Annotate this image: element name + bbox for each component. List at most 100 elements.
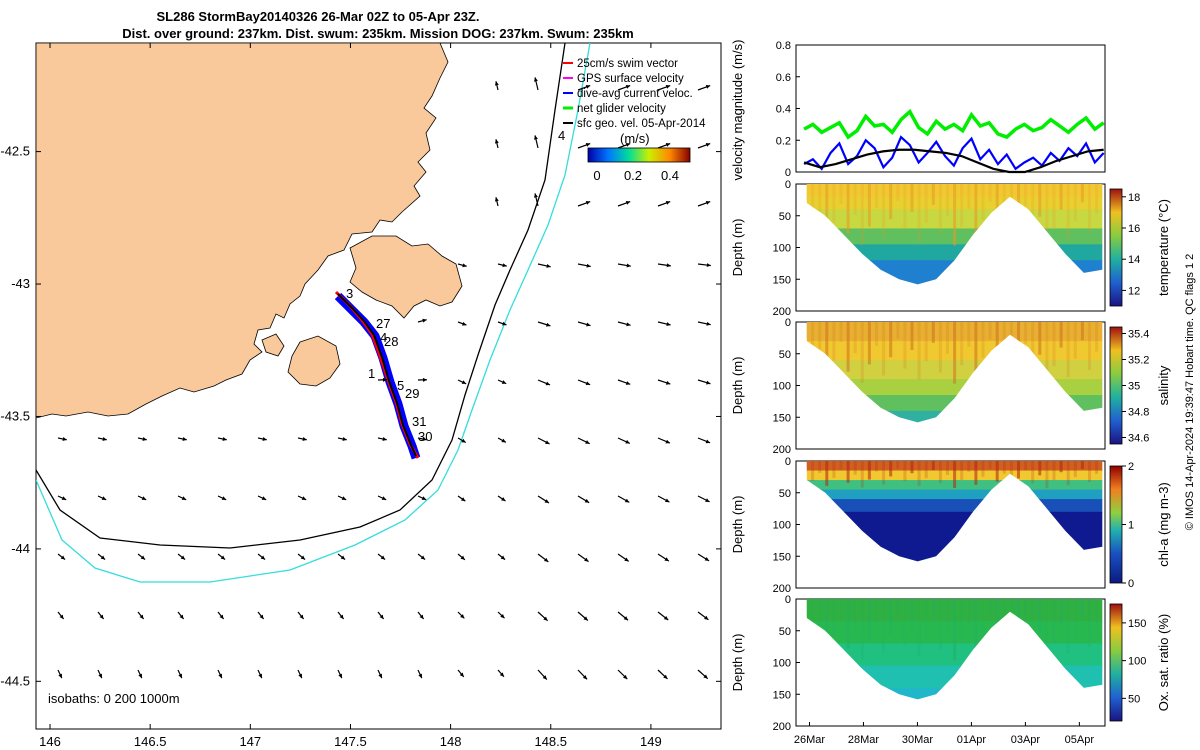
sfc-velocity-arrowhead — [705, 201, 711, 205]
sfc-velocity-arrowhead — [665, 143, 671, 147]
sfc-velocity-arrowhead — [534, 193, 538, 198]
sfc-velocity-arrowhead — [625, 381, 631, 385]
sfc-velocity-arrowhead — [585, 381, 591, 386]
section-streak — [974, 184, 978, 239]
section-streak — [924, 184, 928, 224]
section-streak — [1017, 461, 1020, 479]
island-land — [261, 333, 285, 357]
section-streak — [1002, 322, 1006, 351]
section-streak — [1024, 599, 1028, 621]
section-streak — [825, 599, 829, 656]
section-band — [806, 209, 1103, 230]
section-streak — [896, 599, 900, 616]
sfc-velocity-arrowhead — [502, 321, 507, 326]
sfc-velocity-arrowhead — [584, 498, 590, 503]
section-streak — [860, 461, 864, 488]
colorbar-tick-label: 34.6 — [1128, 433, 1149, 445]
section-streak — [1038, 322, 1042, 355]
section-streak — [974, 461, 978, 485]
sfc-velocity-arrowhead — [625, 201, 631, 205]
sfc-velocity-arrowhead — [422, 377, 427, 382]
isobath-1000m — [36, 43, 591, 583]
track-day-label: 4 — [380, 330, 387, 345]
sfc-velocity-arrowhead — [218, 673, 222, 679]
section-streak — [974, 322, 978, 377]
sfc-velocity-arrowhead — [544, 499, 549, 503]
section-ylabel: Depth (m) — [730, 634, 745, 692]
section-ytick-label: 200 — [773, 721, 791, 733]
map-xtick-label: 149 — [640, 734, 662, 749]
sfc-velocity-arrowhead — [625, 143, 631, 147]
section-streak — [1080, 322, 1084, 341]
sfc-velocity-arrowhead — [58, 673, 62, 679]
section-streak — [953, 322, 957, 384]
section-panel-salinity: 0 50 100 150 200 Depth (m) 34.6 34.8 35 35.2 35.4 s… — [730, 317, 1171, 456]
colorbar-tick-label: 14 — [1128, 254, 1140, 266]
title-line-1: SL286 StormBay20140326 26-Mar 02Z to 05-… — [157, 9, 480, 24]
sfc-velocity-arrowhead — [705, 498, 710, 502]
time-tick-label: 03Apr — [1011, 734, 1041, 746]
section-streak — [1002, 184, 1006, 213]
sfc-velocity-arrowhead — [341, 496, 347, 500]
sfc-velocity-arrowhead — [181, 496, 187, 500]
section-ytick-label: 0 — [785, 594, 791, 606]
map-xtick-label: 146.5 — [134, 734, 167, 749]
sfc-velocity-arrowhead — [705, 439, 711, 444]
section-streak — [960, 461, 964, 480]
sfc-velocity-arrowhead — [221, 496, 227, 500]
sfc-velocity-arrowhead — [142, 437, 147, 441]
sfc-velocity-arrowhead — [545, 381, 551, 386]
sfc-velocity-arrowhead — [494, 81, 499, 86]
legend-swim-vector: 25cm/s swim vector — [577, 58, 678, 70]
section-streak — [811, 322, 815, 368]
section-streak — [1066, 599, 1070, 655]
peninsula-land — [349, 235, 463, 319]
sfc-velocity-arrowhead — [706, 380, 711, 385]
section-band — [806, 480, 1103, 491]
section-streak — [917, 322, 921, 380]
section-streak — [1095, 184, 1099, 214]
section-streak — [924, 461, 928, 479]
sfc-velocity-arrowhead — [338, 673, 342, 679]
section-streak — [839, 461, 843, 470]
sfc-velocity-arrowhead — [584, 557, 589, 562]
sfc-velocity-arrowhead — [706, 321, 711, 326]
section-streak — [1031, 599, 1035, 651]
section-ytick-label: 200 — [773, 306, 791, 318]
sfc-velocity-arrowhead — [665, 201, 671, 205]
section-streak — [967, 322, 971, 347]
section-ytick-label: 50 — [779, 211, 791, 223]
sfc-velocity-arrowhead — [222, 437, 227, 441]
sfc-velocity-arrowhead — [625, 439, 630, 444]
sfc-velocity-arrowhead — [626, 263, 631, 268]
section-streak — [1080, 461, 1084, 470]
section-band — [806, 621, 1103, 645]
section-streak — [938, 184, 942, 235]
section-colorbar-label: temperature (°C) — [1156, 199, 1171, 296]
sfc-velocity-arrowhead — [494, 139, 499, 144]
section-streak — [1038, 599, 1042, 632]
section-streak — [818, 322, 822, 350]
sfc-velocity-arrowhead — [545, 322, 551, 327]
sfc-velocity-arrowhead — [462, 321, 467, 326]
section-streak — [811, 184, 815, 230]
section-ytick-label: 150 — [773, 551, 791, 563]
sfc-velocity-arrowhead — [422, 437, 427, 441]
sfc-velocity-arrowhead — [585, 143, 591, 147]
section-streak — [1052, 322, 1056, 366]
colorbar-tick-label: 35.4 — [1128, 329, 1149, 341]
section-streak — [806, 461, 807, 468]
map-xtick-label: 148.5 — [534, 734, 567, 749]
sfc-velocity-arrowhead — [704, 557, 710, 561]
section-ytick-label: 150 — [773, 689, 791, 701]
section-streak — [811, 599, 815, 645]
colorbar-tick-label: 1 — [1128, 520, 1134, 532]
isobath-200m — [36, 43, 566, 549]
section-streak — [981, 599, 985, 635]
section-streak — [1002, 599, 1006, 628]
colorbar-tick-label: 16 — [1128, 223, 1140, 235]
section-streak — [882, 184, 886, 238]
section-streak — [853, 184, 857, 216]
